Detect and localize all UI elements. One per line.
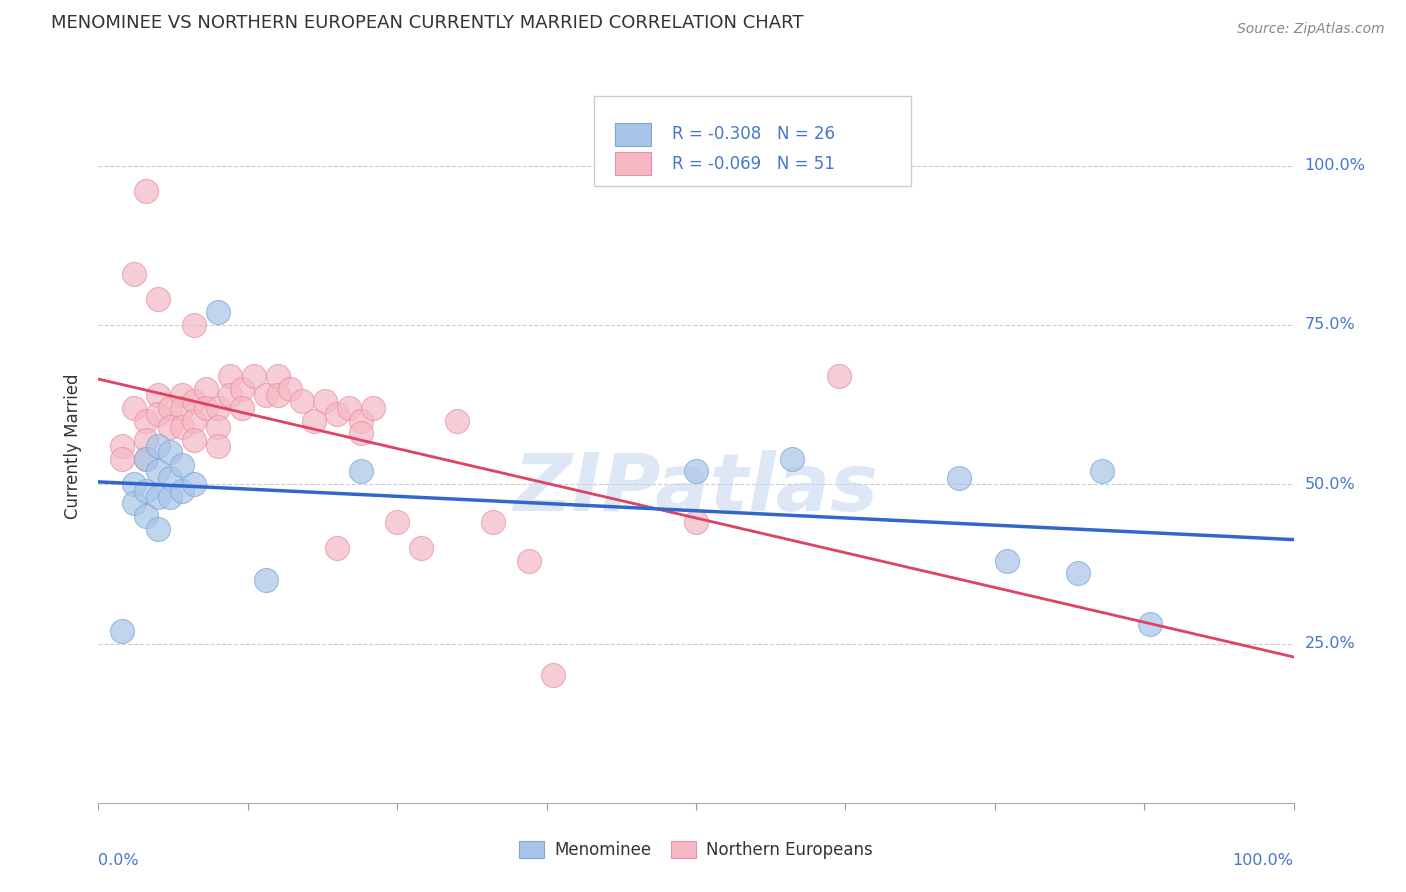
Bar — [614, 153, 651, 176]
Point — [339, 401, 361, 415]
Point — [159, 490, 181, 504]
Point — [135, 509, 157, 524]
Point — [243, 368, 266, 383]
Point — [385, 516, 409, 530]
Point — [326, 541, 349, 555]
Point — [183, 318, 205, 332]
Point — [326, 407, 349, 421]
Point — [159, 401, 181, 415]
Text: 0.0%: 0.0% — [98, 853, 139, 868]
Point — [172, 483, 194, 498]
Point — [135, 433, 157, 447]
Point — [219, 368, 242, 383]
Text: 100.0%: 100.0% — [1305, 158, 1365, 173]
Point — [411, 541, 433, 555]
Point — [135, 483, 157, 498]
Point — [183, 413, 205, 427]
Point — [111, 439, 134, 453]
Point — [148, 522, 170, 536]
Point — [350, 426, 373, 441]
Point — [302, 413, 325, 427]
Point — [350, 413, 373, 427]
Point — [135, 184, 157, 198]
Point — [172, 401, 194, 415]
Point — [350, 465, 373, 479]
Point — [135, 451, 157, 466]
Point — [446, 413, 468, 427]
Point — [159, 420, 181, 434]
Point — [183, 477, 205, 491]
Point — [517, 554, 540, 568]
Point — [172, 420, 194, 434]
Point — [1067, 566, 1090, 581]
Point — [1091, 465, 1114, 479]
Point — [124, 477, 146, 491]
Point — [231, 401, 253, 415]
Point — [148, 293, 170, 307]
Point — [207, 420, 229, 434]
Point — [111, 624, 134, 638]
Point — [315, 394, 337, 409]
Point — [1139, 617, 1161, 632]
Point — [159, 445, 181, 459]
Point — [363, 401, 385, 415]
Point — [254, 388, 277, 402]
Point — [828, 368, 851, 383]
Point — [685, 465, 707, 479]
Bar — [614, 123, 651, 145]
Text: Source: ZipAtlas.com: Source: ZipAtlas.com — [1237, 22, 1385, 37]
Point — [124, 496, 146, 510]
Point — [254, 573, 277, 587]
Point — [148, 388, 170, 402]
Y-axis label: Currently Married: Currently Married — [65, 373, 83, 519]
Point — [291, 394, 314, 409]
Point — [135, 451, 157, 466]
Point — [948, 471, 970, 485]
Text: R = -0.069   N = 51: R = -0.069 N = 51 — [672, 155, 835, 173]
Text: MENOMINEE VS NORTHERN EUROPEAN CURRENTLY MARRIED CORRELATION CHART: MENOMINEE VS NORTHERN EUROPEAN CURRENTLY… — [51, 14, 803, 32]
Point — [231, 382, 253, 396]
Point — [124, 401, 146, 415]
Text: 50.0%: 50.0% — [1305, 476, 1355, 491]
Point — [995, 554, 1018, 568]
Point — [172, 458, 194, 472]
Point — [172, 388, 194, 402]
Point — [219, 388, 242, 402]
Text: 75.0%: 75.0% — [1305, 318, 1355, 333]
FancyBboxPatch shape — [595, 96, 911, 186]
Point — [207, 401, 229, 415]
Text: 25.0%: 25.0% — [1305, 636, 1355, 651]
Point — [183, 394, 205, 409]
Point — [148, 490, 170, 504]
Point — [207, 439, 229, 453]
Point — [780, 451, 803, 466]
Point — [124, 267, 146, 281]
Point — [159, 471, 181, 485]
Point — [195, 401, 218, 415]
Point — [267, 388, 290, 402]
Point — [111, 451, 134, 466]
Point — [148, 465, 170, 479]
Point — [148, 439, 170, 453]
Point — [278, 382, 301, 396]
Legend: Menominee, Northern Europeans: Menominee, Northern Europeans — [512, 834, 880, 866]
Point — [685, 516, 707, 530]
Point — [148, 407, 170, 421]
Point — [481, 516, 505, 530]
Text: R = -0.308   N = 26: R = -0.308 N = 26 — [672, 126, 835, 144]
Point — [207, 305, 229, 319]
Text: ZIPatlas: ZIPatlas — [513, 450, 879, 528]
Point — [195, 382, 218, 396]
Point — [267, 368, 290, 383]
Text: 100.0%: 100.0% — [1233, 853, 1294, 868]
Point — [183, 433, 205, 447]
Point — [541, 668, 564, 682]
Point — [135, 413, 157, 427]
